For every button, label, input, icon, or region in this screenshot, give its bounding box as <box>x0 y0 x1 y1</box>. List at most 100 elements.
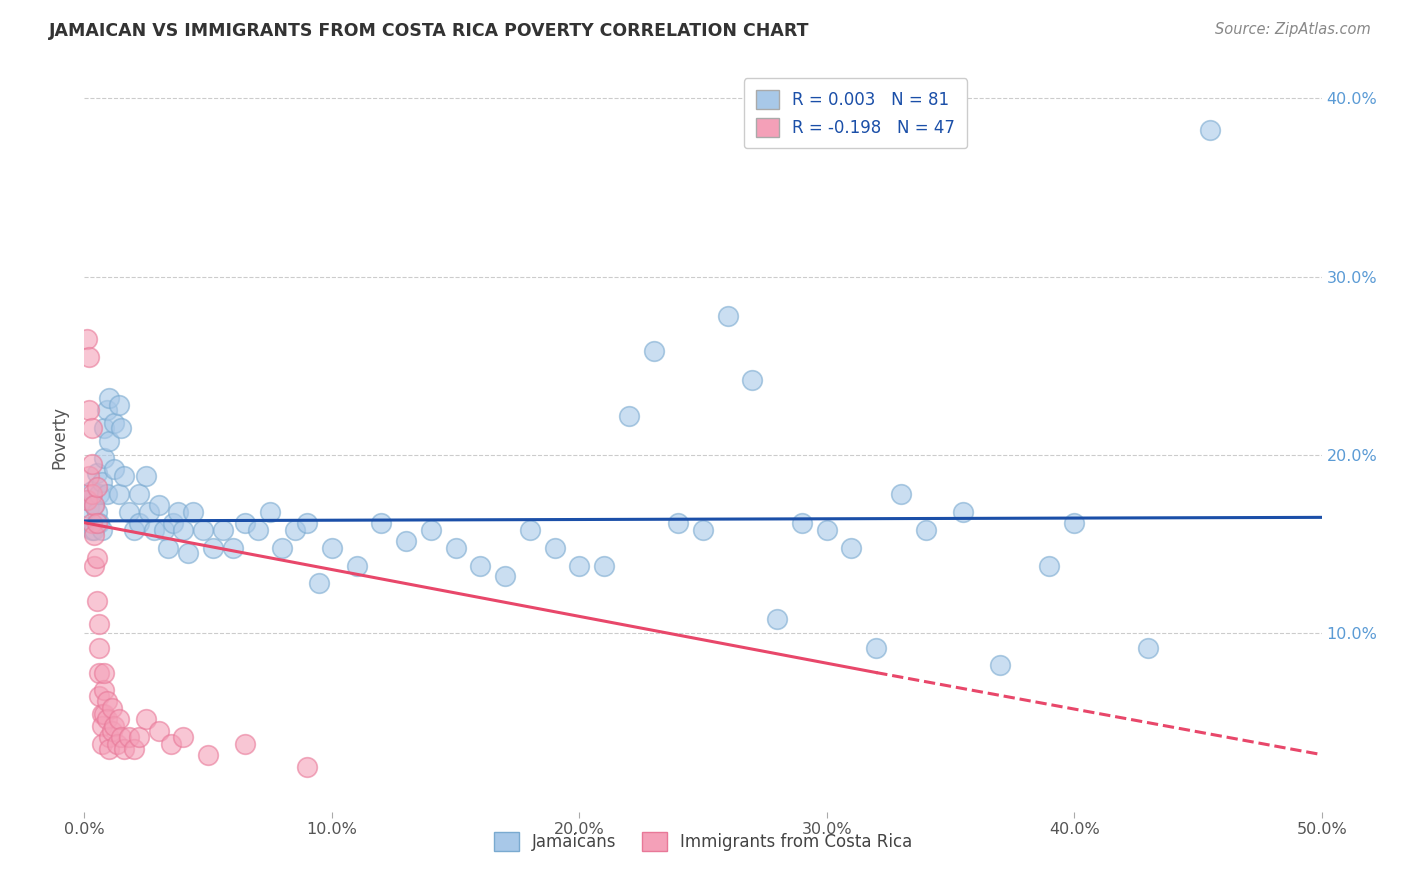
Point <box>470 558 492 573</box>
Point <box>494 569 516 583</box>
Point <box>80 516 103 530</box>
Point <box>148 498 170 512</box>
Point <box>110 730 132 744</box>
Point <box>395 533 418 548</box>
Point <box>83 528 105 542</box>
Point <box>83 498 105 512</box>
Point <box>80 523 103 537</box>
Point <box>93 665 115 680</box>
Point <box>233 516 256 530</box>
Point <box>321 541 343 555</box>
Y-axis label: Poverty: Poverty <box>51 406 69 468</box>
Point <box>79 403 101 417</box>
Point <box>1063 516 1085 530</box>
Point <box>643 344 665 359</box>
Point <box>93 706 115 721</box>
Point <box>86 594 108 608</box>
Point <box>80 487 103 501</box>
Point <box>89 640 111 655</box>
Point <box>222 541 245 555</box>
Point <box>370 516 392 530</box>
Point <box>90 523 112 537</box>
Point <box>100 724 122 739</box>
Point <box>90 719 112 733</box>
Point <box>617 409 640 423</box>
Point <box>593 558 616 573</box>
Point <box>96 712 118 726</box>
Point <box>841 541 863 555</box>
Point <box>86 516 108 530</box>
Point <box>666 516 689 530</box>
Point <box>444 541 467 555</box>
Point <box>233 737 256 751</box>
Point <box>128 730 150 744</box>
Point <box>865 640 887 655</box>
Point <box>952 505 974 519</box>
Point <box>83 498 105 512</box>
Point <box>246 523 269 537</box>
Point <box>717 309 740 323</box>
Point <box>79 350 101 364</box>
Point <box>1199 123 1222 137</box>
Point <box>148 724 170 739</box>
Point <box>90 706 112 721</box>
Point <box>284 523 307 537</box>
Point <box>346 558 368 573</box>
Point <box>110 421 132 435</box>
Point <box>177 546 200 560</box>
Point <box>160 737 183 751</box>
Point <box>89 487 111 501</box>
Point <box>988 658 1011 673</box>
Point <box>96 403 118 417</box>
Point <box>93 683 115 698</box>
Point <box>790 516 813 530</box>
Point <box>766 612 789 626</box>
Point <box>197 747 219 762</box>
Point <box>79 469 101 483</box>
Point <box>741 373 763 387</box>
Point <box>89 689 111 703</box>
Point <box>181 505 204 519</box>
Point <box>519 523 541 537</box>
Point <box>86 505 108 519</box>
Point <box>212 523 235 537</box>
Point <box>89 665 111 680</box>
Point <box>308 576 330 591</box>
Point <box>108 487 131 501</box>
Point <box>112 742 135 756</box>
Point <box>914 523 936 537</box>
Point <box>815 523 838 537</box>
Point <box>890 487 912 501</box>
Point <box>157 541 180 555</box>
Point <box>100 701 122 715</box>
Point <box>103 416 125 430</box>
Point <box>162 516 184 530</box>
Legend: Jamaicans, Immigrants from Costa Rica: Jamaicans, Immigrants from Costa Rica <box>485 823 921 860</box>
Text: Source: ZipAtlas.com: Source: ZipAtlas.com <box>1215 22 1371 37</box>
Point <box>202 541 225 555</box>
Point <box>142 523 165 537</box>
Point <box>128 487 150 501</box>
Point <box>152 523 174 537</box>
Point <box>128 516 150 530</box>
Point <box>76 332 98 346</box>
Point <box>419 523 441 537</box>
Point <box>103 462 125 476</box>
Point <box>112 469 135 483</box>
Point <box>96 487 118 501</box>
Text: JAMAICAN VS IMMIGRANTS FROM COSTA RICA POVERTY CORRELATION CHART: JAMAICAN VS IMMIGRANTS FROM COSTA RICA P… <box>49 22 810 40</box>
Point <box>80 483 103 498</box>
Point <box>108 398 131 412</box>
Point <box>90 737 112 751</box>
Point <box>76 492 98 507</box>
Point <box>86 551 108 566</box>
Point <box>79 501 101 516</box>
Point <box>1038 558 1060 573</box>
Point <box>108 712 131 726</box>
Point <box>86 480 108 494</box>
Point <box>80 457 103 471</box>
Point <box>568 558 591 573</box>
Point <box>89 617 111 632</box>
Point <box>89 516 111 530</box>
Point <box>172 730 194 744</box>
